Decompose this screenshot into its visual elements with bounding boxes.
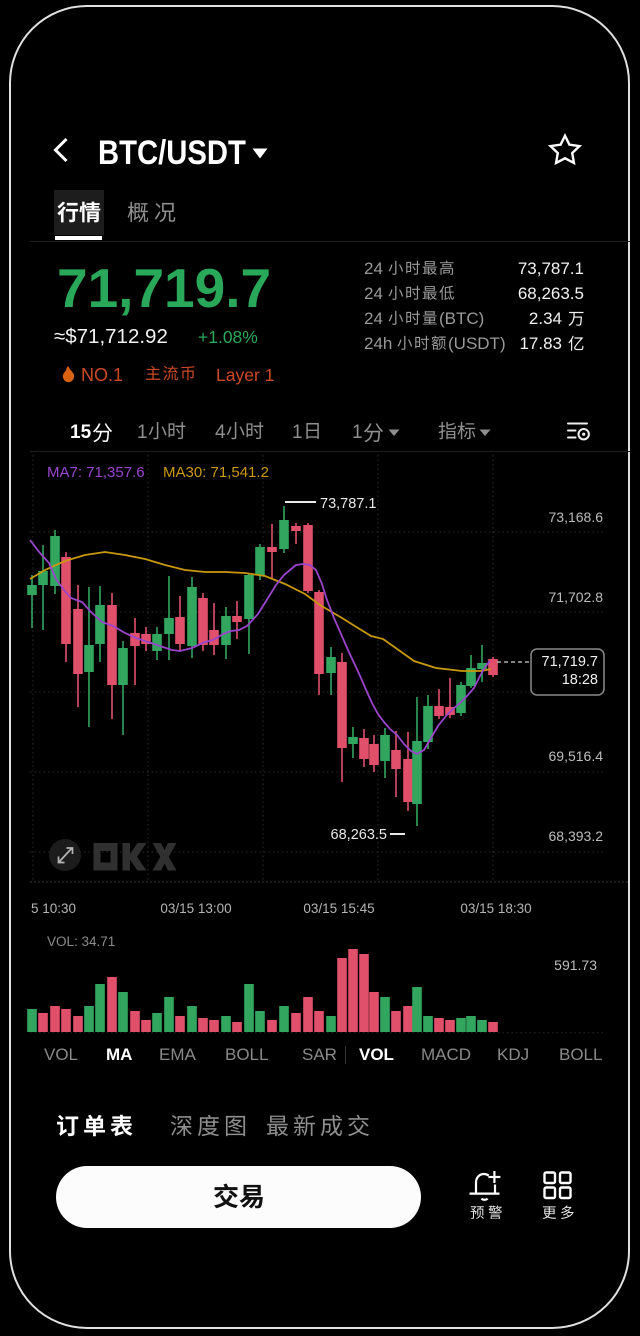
svg-text:03/15 18:30: 03/15 18:30 [460, 901, 531, 916]
svg-text:03/15 13:00: 03/15 13:00 [160, 901, 231, 916]
svg-text:5 10:30: 5 10:30 [31, 901, 76, 916]
svg-text:MA7: 71,357.6: MA7: 71,357.6 [47, 464, 145, 481]
svg-text:MA30: 71,541.2: MA30: 71,541.2 [163, 464, 269, 481]
svg-text:591.73: 591.73 [554, 957, 597, 973]
svg-text:71,719.7: 71,719.7 [542, 654, 598, 670]
svg-text:73,787.1: 73,787.1 [320, 496, 376, 512]
svg-text:18:28: 18:28 [562, 672, 598, 688]
svg-text:68,263.5: 68,263.5 [331, 827, 387, 843]
svg-text:69,516.4: 69,516.4 [549, 748, 604, 764]
svg-text:68,393.2: 68,393.2 [549, 828, 604, 844]
svg-text:03/15 15:45: 03/15 15:45 [303, 901, 374, 916]
svg-text:73,168.6: 73,168.6 [549, 509, 604, 525]
svg-text:VOL: 34.71: VOL: 34.71 [47, 934, 115, 949]
svg-text:71,702.8: 71,702.8 [549, 589, 604, 605]
